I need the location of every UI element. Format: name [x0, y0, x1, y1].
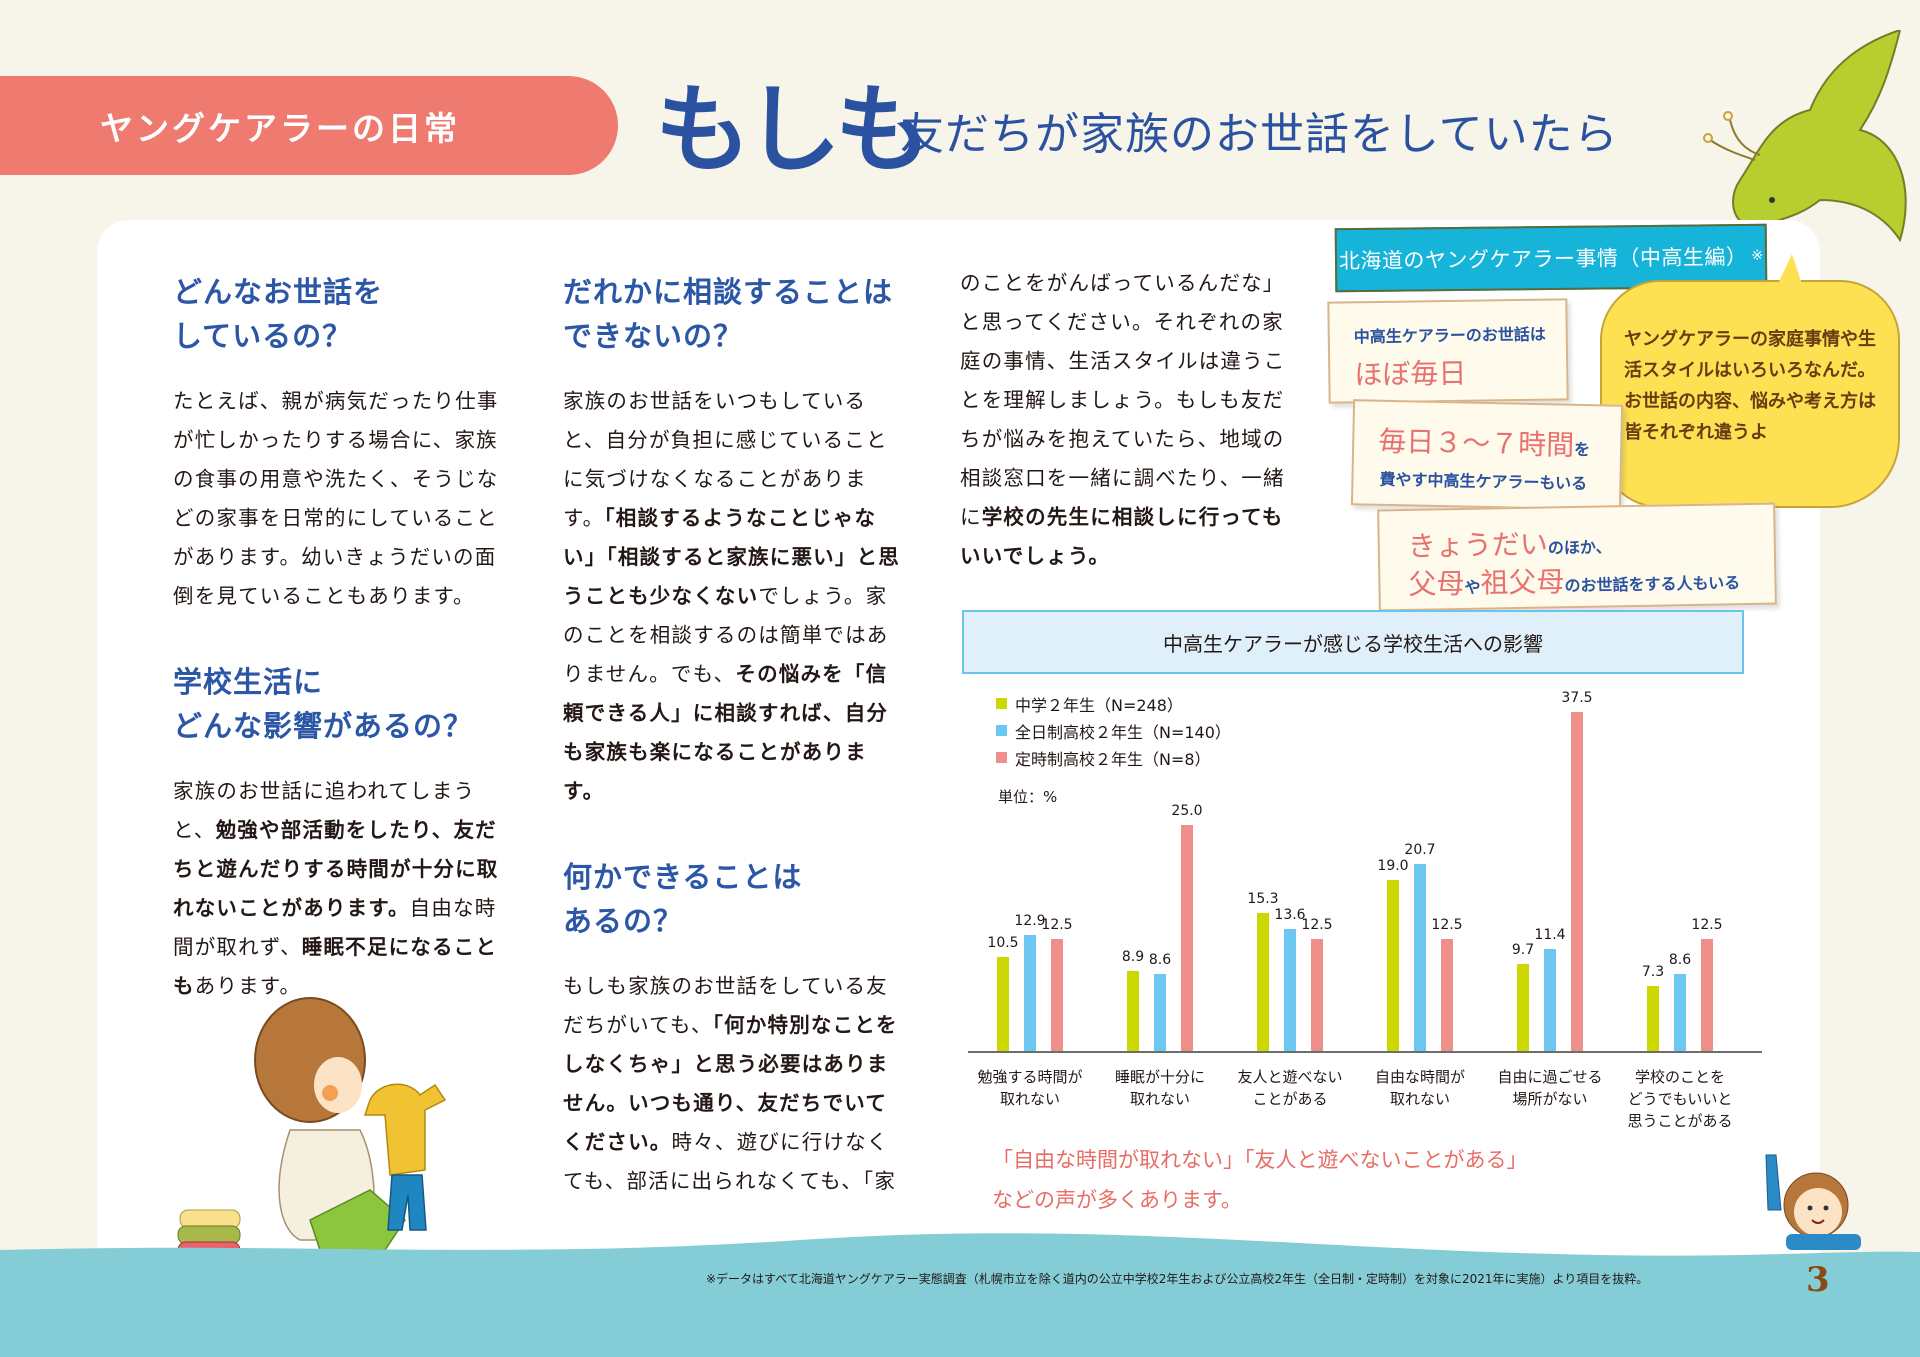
footnote: ※データはすべて北海道ヤングケアラー実態調査（札幌市立を除く道内の公立中学校2年…	[706, 1272, 1649, 1286]
section-label: ヤングケアラーの日常	[100, 108, 460, 148]
chart-annotation: 「自由な時間が取れない」「友人と遊べないことがある」 などの声が多くあります。	[992, 1148, 1528, 1212]
page-number: 3	[1806, 1260, 1830, 1300]
chart-bar	[1414, 864, 1426, 1052]
heading-school-impact: 学校生活に どんな影響があるの？	[173, 665, 474, 743]
fact-card-frequency: 中高生ケアラーのお世話は ほぼ毎日	[1327, 298, 1569, 404]
bar-value-label: 9.7	[1511, 942, 1535, 959]
column-2: だれかに相談することは できないの？ 家族のお世話をいつもしていると、自分が負担…	[563, 270, 903, 1201]
legend-item: 中学２年生（N=248）	[996, 690, 1231, 717]
bar-value-label: 11.4	[1534, 926, 1566, 943]
heading-what-care: どんなお世話を しているの？	[173, 275, 384, 353]
chart-bar	[1181, 825, 1193, 1052]
bar-value-label: 7.3	[1641, 963, 1665, 980]
category-label: 自由に過ごせる 場所がない	[1497, 1068, 1603, 1108]
chart-bar	[1024, 935, 1036, 1052]
heading-consult: だれかに相談することは できないの？	[563, 275, 894, 353]
heading-what-can-do: 何かできることは あるの？	[563, 860, 803, 938]
legend-swatch-icon	[996, 698, 1007, 709]
bar-value-label: 13.6	[1274, 906, 1306, 923]
category-label: 自由な時間が 取れない	[1374, 1068, 1465, 1108]
chart-bar	[1647, 985, 1659, 1052]
chart-bar	[1544, 948, 1556, 1052]
footer-wave	[0, 1233, 1920, 1357]
fact-card-hours: 毎日３～７時間を 費やす中高生ケアラーもいる	[1350, 399, 1624, 511]
body-continued: のことをがんばっているんだな」と思ってください。それぞれの家庭の事情、生活スタイ…	[960, 271, 1286, 568]
chart-title: 中高生ケアラーが感じる学校生活への影響	[1163, 631, 1543, 656]
bubble-text: ヤングケアラーの家庭事情や生活スタイルはいろいろなんだ。 お世話の内容、悩みや考…	[1624, 329, 1876, 443]
column-1: どんなお世話を しているの？ たとえば、親が病気だったり仕事が忙しかったりする場…	[173, 270, 513, 1006]
chart-bar	[1387, 879, 1399, 1052]
body-what-can-do: もしも家族のお世話をしている友だちがいても、「何か特別なことをしなくちゃ」と思う…	[563, 974, 898, 1193]
category-label: 勉強する時間が 取れない	[977, 1068, 1083, 1108]
legend-swatch-icon	[996, 752, 1007, 763]
bar-value-label: 12.5	[1431, 916, 1463, 933]
chart-bar	[1154, 974, 1166, 1052]
bar-value-label: 15.3	[1247, 891, 1279, 908]
chart-bar	[1257, 913, 1269, 1052]
chart-unit-label: 単位：%	[998, 788, 1058, 806]
bar-value-label: 8.6	[1668, 951, 1692, 968]
chart-bar	[1311, 938, 1323, 1052]
column-3: のことをがんばっているんだな」と思ってください。それぞれの家庭の事情、生活スタイ…	[960, 264, 1300, 576]
chart-bar	[1701, 938, 1713, 1052]
chart-x-axis	[968, 1051, 1762, 1053]
category-label: 睡眠が十分に 取れない	[1114, 1068, 1205, 1108]
legend-swatch-icon	[996, 725, 1007, 736]
section-label-pill: ヤングケアラーの日常	[0, 76, 618, 175]
bar-value-label: 20.7	[1404, 842, 1436, 859]
chart-bar	[1127, 971, 1139, 1052]
page-title: 友だちが家族のお世話をしていたら	[900, 109, 1619, 160]
bar-value-label: 19.0	[1377, 857, 1409, 874]
title-emphasis: もしも	[655, 74, 931, 186]
speech-bubble: ヤングケアラーの家庭事情や生活スタイルはいろいろなんだ。 お世話の内容、悩みや考…	[1600, 254, 1900, 508]
body-what-care: たとえば、親が病気だったり仕事が忙しかったりする場合に、家族の食事の用意や洗たく…	[173, 389, 499, 608]
bar-value-label: 25.0	[1171, 803, 1203, 820]
chart-bar	[1517, 964, 1529, 1052]
chart-bar	[1284, 928, 1296, 1052]
chart-legend: 中学２年生（N=248） 全日制高校２年生（N=140） 定時制高校２年生（N=…	[996, 690, 1231, 771]
category-label: 友人と遊べない ことがある	[1237, 1068, 1343, 1108]
chart-bar	[1051, 938, 1063, 1052]
chart-bar	[1674, 974, 1686, 1052]
bar-value-label: 8.9	[1121, 949, 1145, 966]
bar-value-label: 12.9	[1014, 912, 1046, 929]
bar-value-label: 12.5	[1691, 916, 1723, 933]
body-school-impact: 家族のお世話に追われてしまうと、勉強や部活動をしたり、友だちと遊んだりする時間が…	[173, 779, 499, 998]
bar-value-label: 12.5	[1041, 916, 1073, 933]
bar-value-label: 37.5	[1561, 689, 1593, 706]
bar-value-label: 12.5	[1301, 916, 1333, 933]
legend-item: 全日制高校２年生（N=140）	[996, 717, 1231, 744]
waving-boy-illustration-icon	[1765, 1154, 1861, 1250]
category-label: 学校のことを どうでもいいと 思うことがある	[1627, 1068, 1733, 1130]
chart-bar	[1441, 938, 1453, 1052]
bar-value-label: 8.6	[1148, 951, 1172, 968]
bar-value-label: 10.5	[987, 934, 1019, 951]
fact-card-recipients: きょうだいのほか、 父母や祖父母のお世話をする人もいる	[1377, 502, 1777, 612]
body-consult: 家族のお世話をいつもしていると、自分が負担に感じていることに気づけなくなることが…	[563, 389, 900, 803]
chart-bar	[1571, 711, 1583, 1052]
legend-item: 定時制高校２年生（N=8）	[996, 744, 1231, 771]
chart-title-box: 中高生ケアラーが感じる学校生活への影響	[962, 610, 1744, 674]
chart-bar	[997, 956, 1009, 1052]
caregiver-child-illustration-icon	[177, 997, 447, 1272]
chart-plot-area: 10.5 12.9 12.5 8.9 8.6 25.0 15.3 13.6 12.5 19.0 20…	[968, 680, 1762, 1052]
